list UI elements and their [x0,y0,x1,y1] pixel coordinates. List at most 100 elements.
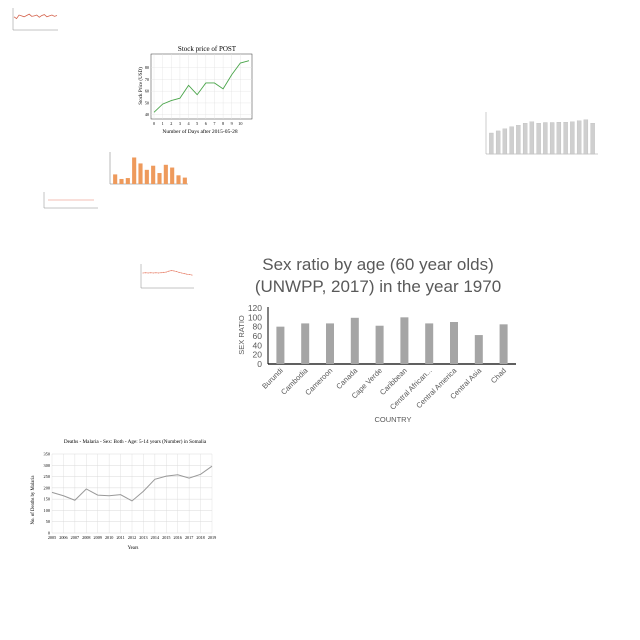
x-tick-label: 2017 [185,535,193,540]
x-tick-label: 2010 [105,535,113,540]
y-tick-label: 250 [44,474,50,479]
bar [450,322,458,364]
bar [474,335,483,364]
bar [326,323,334,364]
data-point [147,272,149,274]
mini-line-chart-6 [140,264,194,289]
bar [495,130,501,155]
bar [536,123,541,155]
mini-line-chart-1 [12,8,58,31]
chart-5-marks [489,119,595,155]
y-tick-label: 80 [253,322,263,332]
data-point [170,270,172,272]
y-tick-label: 60 [145,89,149,94]
data-point [176,271,178,272]
bar [549,122,555,155]
malaria-chart-marks: 0 50 100 150 200 250 300 350 2005 2006 2007 2008 200… [44,452,217,541]
malaria-chart-ylabel: No. of Deaths by Malaria [31,475,36,525]
x-tick-label: 2005 [48,535,56,540]
bar [132,157,137,184]
data-point [186,273,188,275]
stock-price-chart: Stock price of POST Stock Price (USD) Nu… [139,45,253,135]
bar [170,167,175,184]
data-point [157,272,159,274]
x-tick-label: 2007 [71,535,79,540]
bar [276,326,285,364]
y-tick-label: 100 [44,508,50,513]
x-tick-label: 2016 [174,535,182,540]
x-tick-label: 4 [187,121,190,126]
x-tick-label: 2014 [151,535,160,540]
x-tick-label: 2011 [116,535,124,540]
chart-3-marks [113,157,187,184]
x-tick-label: 0 [153,121,155,126]
bar [144,169,149,184]
malaria-chart-xlabel: Years [128,546,139,551]
malaria-deaths-chart: Deaths - Malaria - Sex: Both - Age: 5-14… [31,438,217,551]
bar [350,317,359,364]
x-tick-label: 2009 [94,535,102,540]
x-tick-label: 2006 [59,535,67,540]
x-tick-label: 2013 [139,535,147,540]
x-tick-label: 2008 [82,535,90,540]
data-point [145,272,147,274]
data-point [168,270,170,272]
series-line [13,13,58,20]
bar [425,323,434,364]
bar [157,173,162,184]
bar [119,178,124,184]
bar [509,126,514,155]
bar [499,324,508,364]
chart-6-marks [142,270,193,276]
y-tick-label: 300 [44,463,50,468]
data-point [181,272,183,274]
sex-ratio-ylabel: SEX RATIO [237,315,246,355]
data-point [142,272,144,274]
bar [570,121,575,155]
sex-ratio-title-line-2: (UNWPP, 2017) in the year 1970 [255,277,501,296]
stock-chart-marks: 40 50 60 70 80 0 1 2 3 4 5 6 7 8 9 10 [145,54,252,126]
x-tick-label: Cameroon [303,366,334,397]
bar [182,177,187,184]
y-tick-label: 150 [44,497,50,502]
x-tick-label: Chad [489,366,508,385]
y-tick-label: 200 [44,485,50,490]
x-tick-label: 2018 [196,535,204,540]
y-tick-label: 50 [145,100,149,105]
bar [301,323,310,364]
bar [543,122,548,155]
mini-line-chart-4 [43,192,98,209]
x-tick-label: 2 [170,121,172,126]
data-point [163,271,165,273]
bar [176,175,181,184]
stock-chart-title: Stock price of POST [178,45,237,53]
y-tick-label: 0 [48,531,50,536]
bar [576,120,582,155]
x-tick-label: 1 [162,121,164,126]
y-tick-label: 20 [253,350,263,360]
y-tick-label: 60 [253,331,263,341]
data-point [178,271,180,273]
x-tick-label: 6 [205,121,207,126]
y-tick-label: 50 [46,519,50,524]
x-tick-label: 2019 [208,535,216,540]
chart-1-axes [12,8,58,31]
data-point [160,272,162,274]
x-tick-label: 3 [179,121,181,126]
x-tick-label: 7 [213,121,215,126]
y-tick-label: 40 [253,340,263,350]
y-tick-label: 40 [145,112,149,117]
grey-bar-chart [485,112,598,155]
bar [502,128,508,155]
data-point [150,272,152,274]
data-point [188,274,190,275]
y-tick-label: 0 [257,359,262,369]
bar [400,317,409,364]
data-point [155,272,157,274]
y-tick-label: 100 [248,312,262,322]
bar [125,178,130,184]
stock-chart-xlabel: Number of Days after 2015-05-28 [162,128,237,135]
x-tick-label: 2012 [128,535,136,540]
bar [489,132,494,155]
